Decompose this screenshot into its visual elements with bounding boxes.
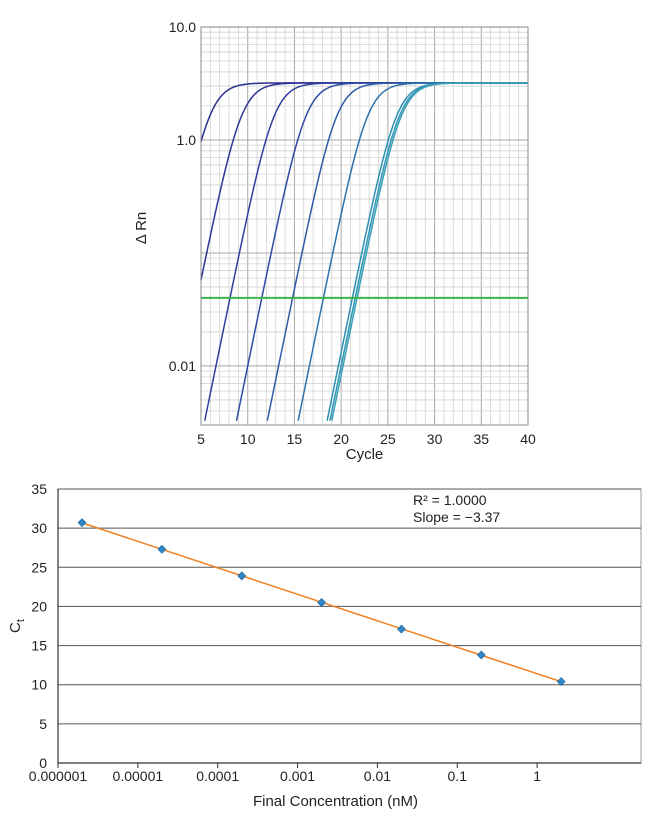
data-point	[397, 624, 406, 634]
amplification-plot-grid	[200, 27, 529, 426]
amplification-curve	[297, 82, 528, 421]
y-tick-label: 10.0	[169, 19, 196, 35]
x-tick-label: 25	[380, 431, 396, 447]
x-tick-label: 30	[427, 431, 443, 447]
data-point	[237, 571, 247, 581]
data-point	[157, 544, 167, 554]
x-tick-label: 1	[533, 768, 541, 784]
amplification-curves	[200, 82, 528, 421]
y-label-subscript: t	[15, 619, 27, 622]
amplification-plot-frame	[200, 26, 529, 426]
x-tick-label: 5	[197, 431, 205, 447]
y-tick-label: 0	[39, 755, 47, 771]
standard-curve-grid	[57, 488, 641, 764]
y-tick-label: 0.01	[169, 358, 196, 374]
x-tick-label: 0.000001	[29, 768, 88, 784]
y-tick-label: 10	[31, 677, 47, 693]
y-tick-label: 5	[39, 716, 47, 732]
amplification-y-ticks: 10.0 1.0 0.01	[169, 19, 196, 374]
amplification-x-ticks: 5 10 15 20 25 30 35 40	[197, 431, 536, 447]
slope-annotation: Slope = −3.37	[413, 509, 500, 525]
x-tick-label: 35	[473, 431, 489, 447]
standard-curve-frame	[57, 488, 642, 764]
y-tick-label: 35	[31, 481, 47, 497]
r-squared-annotation: R² = 1.0000	[413, 492, 487, 508]
amplification-curve	[235, 82, 528, 421]
x-tick-label: 15	[287, 431, 303, 447]
amplification-curve	[266, 82, 528, 421]
standard-curve-x-ticks: 0.000001 0.00001 0.0001 0.001 0.01 0.1 1	[29, 763, 541, 784]
amplification-curve	[326, 82, 528, 421]
data-point	[556, 677, 566, 687]
standard-curve-x-axis-label: Final Concentration (nM)	[253, 793, 418, 810]
data-point	[476, 650, 486, 660]
data-point	[317, 598, 327, 607]
x-tick-label: 40	[520, 431, 536, 447]
amplification-x-axis-label: Cycle	[346, 446, 384, 463]
amplification-y-axis-label: Δ Rn	[133, 212, 150, 245]
data-points	[77, 518, 566, 687]
amplification-curve	[331, 82, 528, 421]
standard-curve-plot: 0.000001 0.00001 0.0001 0.001 0.01 0.1 1 0 5 10 1…	[7, 481, 642, 810]
amplification-plot: 5 10 15 20 25 30 35 40 10.0 1.0 0.01 Cycle Δ Rn	[133, 19, 536, 463]
x-tick-label: 0.001	[280, 768, 315, 784]
x-tick-label: 0.1	[448, 768, 468, 784]
standard-curve-y-ticks: 0 5 10 15 20 25 30 35	[31, 481, 47, 771]
data-point	[77, 518, 87, 528]
x-tick-label: 20	[333, 431, 349, 447]
standard-curve-y-axis-label: Ct	[7, 619, 27, 633]
x-tick-label: 0.0001	[196, 768, 239, 784]
x-tick-label: 10	[240, 431, 256, 447]
y-tick-label: 30	[31, 520, 47, 536]
y-label-main: C	[7, 622, 24, 633]
x-tick-label: 0.00001	[113, 768, 164, 784]
amplification-curve	[200, 82, 528, 142]
x-tick-label: 0.01	[364, 768, 391, 784]
y-tick-label: 15	[31, 638, 47, 654]
y-tick-label: 25	[31, 559, 47, 575]
y-tick-label: 20	[31, 598, 47, 614]
y-tick-label: 1.0	[177, 132, 197, 148]
